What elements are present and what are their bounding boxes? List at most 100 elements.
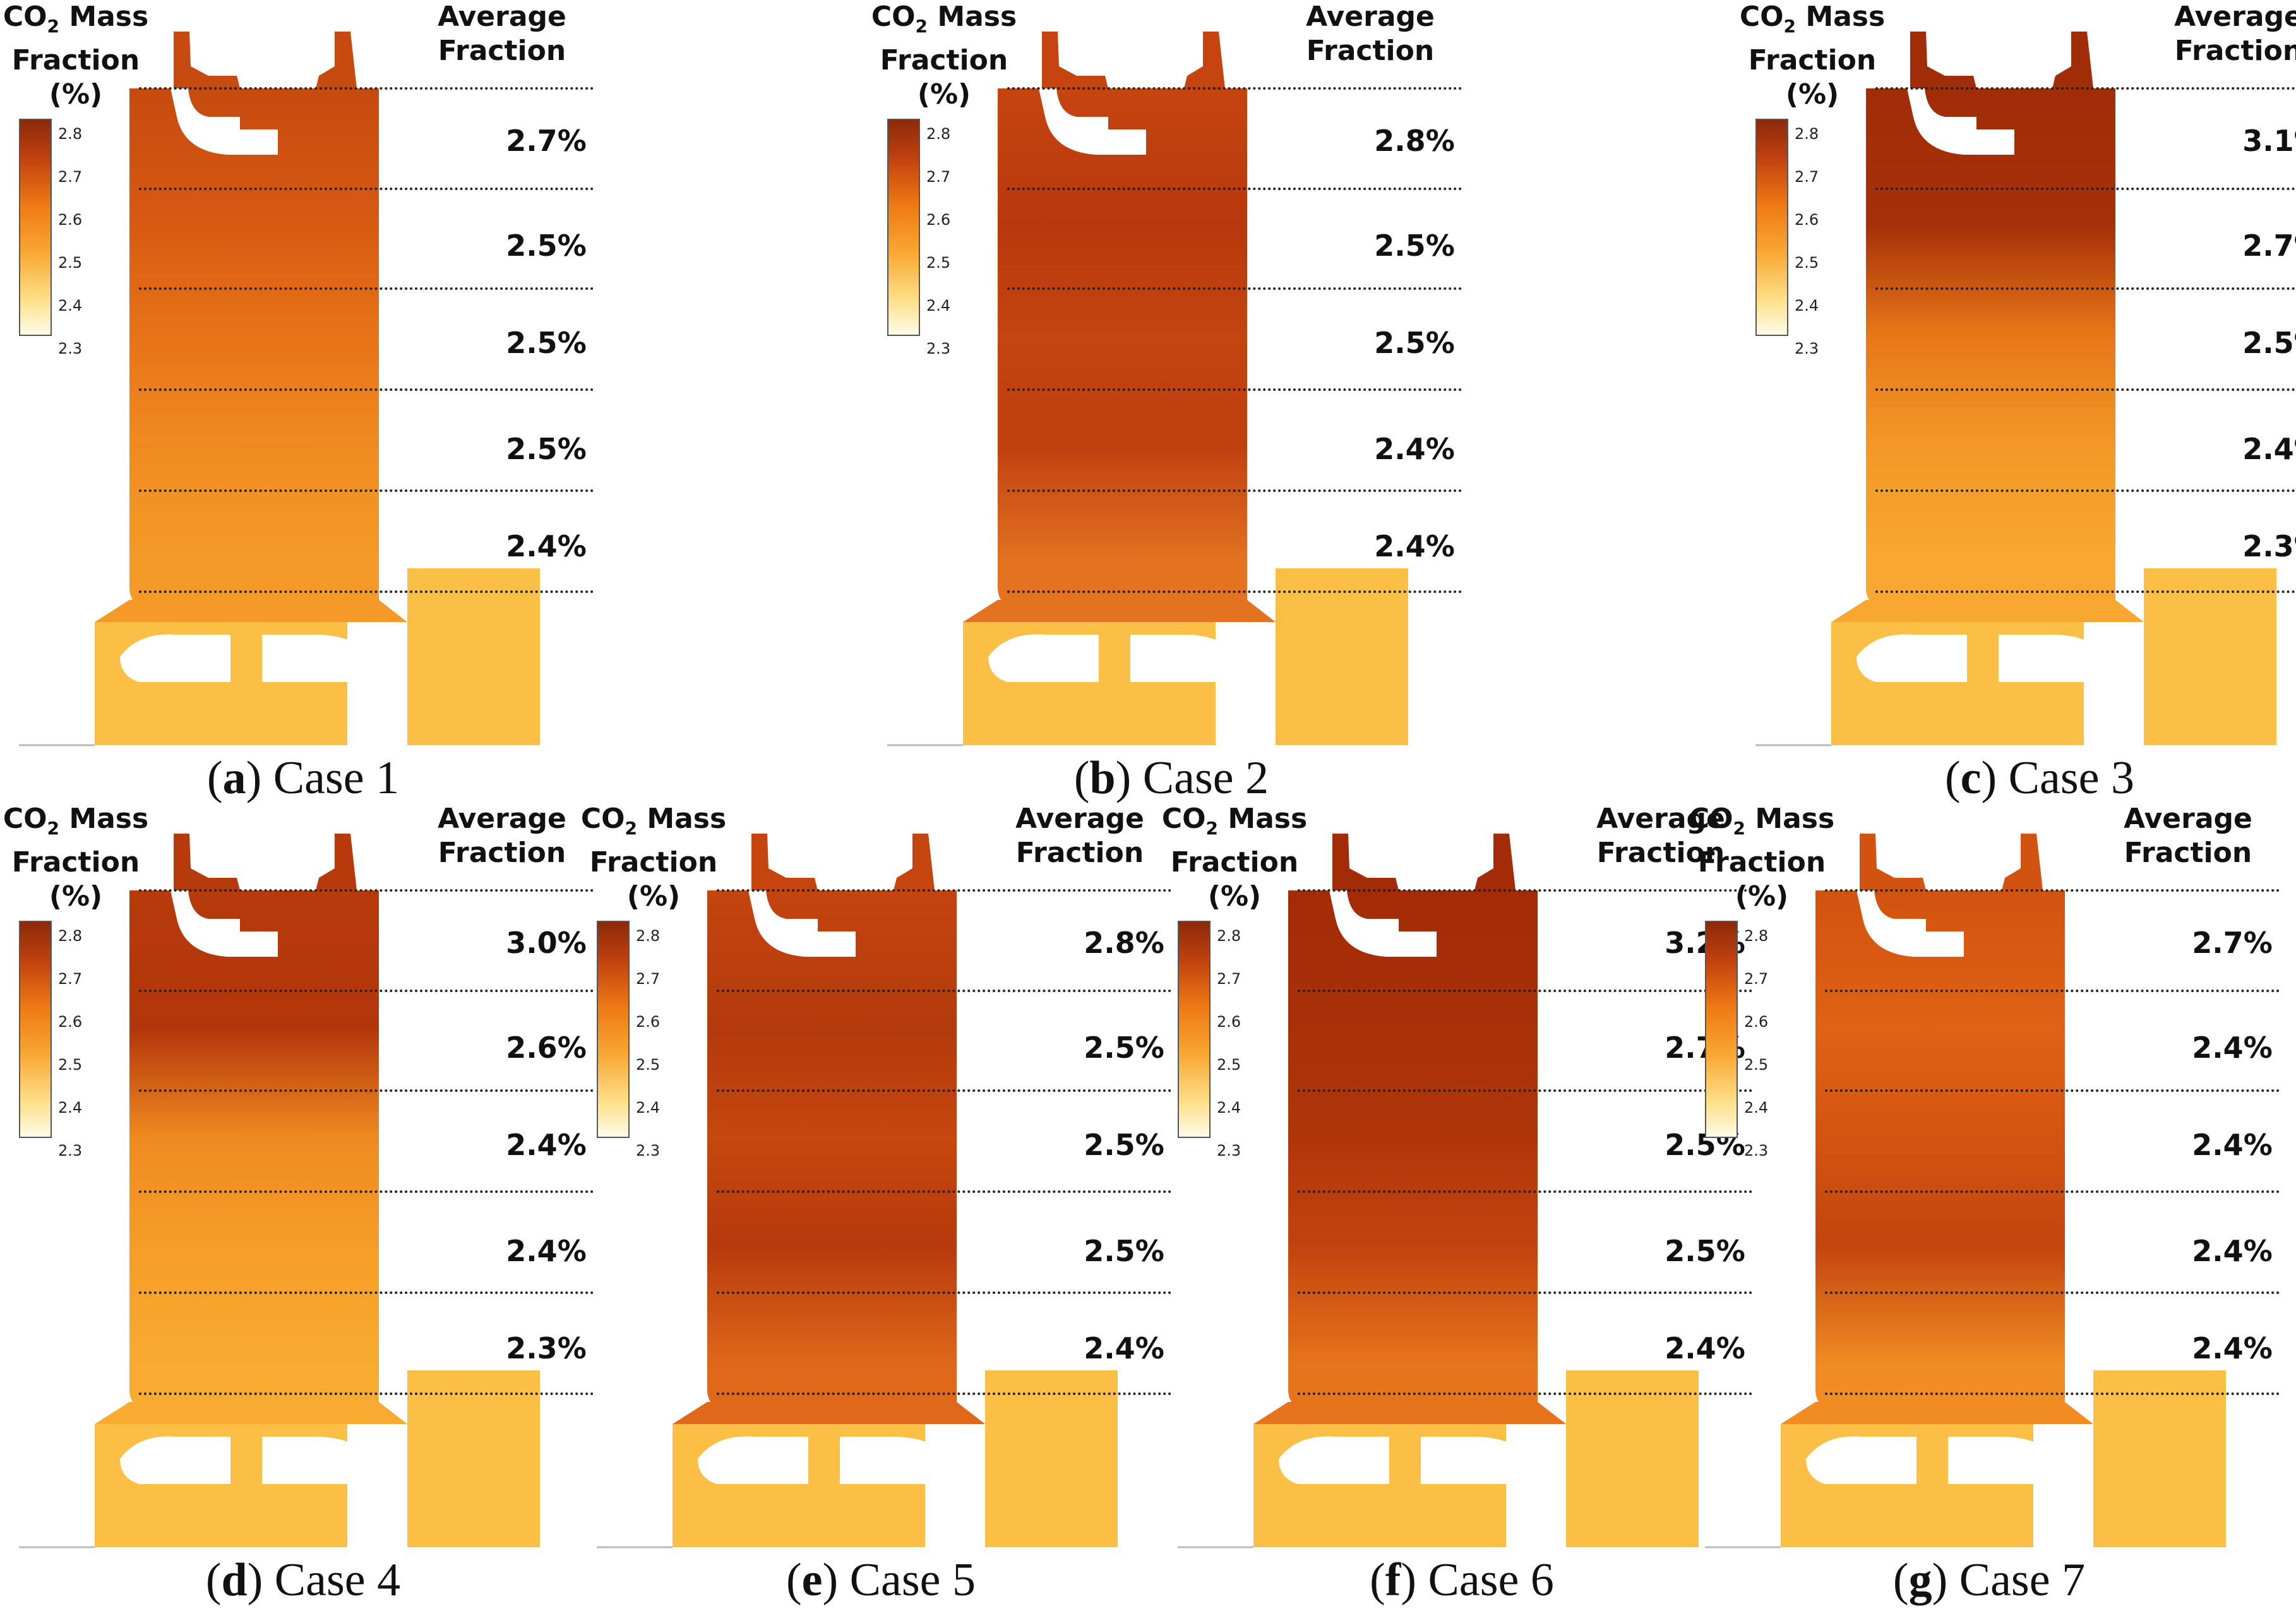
zone-divider bbox=[1298, 1291, 1752, 1294]
zone-average-value: 2.5% bbox=[2242, 326, 2296, 360]
outlet-region bbox=[1276, 568, 1408, 745]
zone-average-value: 2.4% bbox=[1374, 432, 1455, 466]
zone-divider bbox=[1007, 188, 1462, 190]
cylinder-head bbox=[174, 834, 357, 890]
co2-contour-domain bbox=[1178, 834, 1699, 1548]
port-cutout bbox=[1857, 634, 1967, 682]
cylinder-head bbox=[174, 32, 357, 88]
colorbar-tick: 2.5 bbox=[58, 254, 83, 272]
colorbar-tick: 2.7 bbox=[58, 168, 83, 186]
zone-divider bbox=[1007, 590, 1462, 593]
colorbar-tick: 2.6 bbox=[58, 211, 83, 229]
injector-cutout bbox=[1329, 890, 1437, 957]
port-cutout bbox=[698, 1436, 808, 1484]
zone-average-value: 2.5% bbox=[1374, 229, 1455, 263]
zone-average-value: 2.8% bbox=[1084, 926, 1164, 960]
port-cutout bbox=[120, 634, 230, 682]
average-header: Average Fraction bbox=[2124, 803, 2252, 869]
port-cutout bbox=[1130, 635, 1241, 682]
colorbar-tick: 2.6 bbox=[58, 1013, 83, 1031]
legend-title: CO2 Mass Fraction (%) bbox=[3, 803, 149, 913]
skirt bbox=[95, 1402, 407, 1424]
zone-divider bbox=[139, 489, 594, 492]
skirt bbox=[1831, 600, 2144, 622]
legend-title: CO2 Mass Fraction (%) bbox=[1161, 803, 1308, 913]
skirt bbox=[1781, 1402, 2093, 1424]
panel-caption: (f) Case 6 bbox=[1370, 1554, 1554, 1606]
zone-average-value: 2.4% bbox=[2192, 1234, 2273, 1268]
colorbar-tick: 2.5 bbox=[1795, 254, 1819, 272]
colorbar bbox=[1178, 921, 1211, 1138]
colorbar-tick: 2.8 bbox=[1795, 125, 1819, 143]
skirt bbox=[963, 600, 1276, 622]
zone-divider bbox=[1875, 590, 2296, 593]
colorbar-tick: 2.4 bbox=[636, 1099, 661, 1117]
colorbar-tick: 2.4 bbox=[1744, 1099, 1769, 1117]
colorbar-tick: 2.5 bbox=[1744, 1056, 1769, 1074]
zone-divider bbox=[1007, 87, 1462, 90]
outlet-region bbox=[407, 568, 540, 745]
zone-divider bbox=[1875, 87, 2296, 90]
panel-caption: (d) Case 4 bbox=[205, 1554, 401, 1606]
panel-caption: (b) Case 2 bbox=[1073, 752, 1269, 804]
zone-divider bbox=[1298, 1190, 1752, 1193]
zone-divider bbox=[139, 990, 594, 992]
zone-divider bbox=[1825, 889, 2280, 892]
zone-average-value: 2.5% bbox=[506, 326, 587, 360]
outlet-region bbox=[407, 1370, 540, 1547]
panel-case-4: CO2 Mass Fraction (%) Average Fraction 2… bbox=[3, 802, 594, 1606]
panel-case-6: CO2 Mass Fraction (%) Average Fraction 2… bbox=[1162, 802, 1752, 1606]
panel-case-2: CO2 Mass Fraction (%) Average Fraction 2… bbox=[871, 0, 1462, 804]
zone-average-value: 2.4% bbox=[506, 1128, 587, 1162]
zone-divider bbox=[1298, 1392, 1752, 1395]
colorbar-tick: 2.8 bbox=[58, 125, 83, 143]
zone-average-value: 2.3% bbox=[506, 1331, 587, 1365]
port-cutout bbox=[1279, 1436, 1389, 1484]
cylinder-head bbox=[751, 834, 935, 890]
colorbar-tick: 2.8 bbox=[1217, 927, 1241, 945]
colorbar-tick: 2.6 bbox=[1217, 1013, 1241, 1031]
zone-divider bbox=[1007, 287, 1462, 290]
zone-divider bbox=[139, 889, 594, 892]
colorbar-tick: 2.7 bbox=[926, 168, 951, 186]
cylinder-body bbox=[129, 865, 379, 1408]
legend-title: CO2 Mass Fraction (%) bbox=[580, 803, 727, 913]
zone-divider bbox=[139, 287, 594, 290]
colorbar-tick: 2.5 bbox=[926, 254, 951, 272]
zone-divider bbox=[717, 1190, 1171, 1193]
skirt bbox=[95, 600, 407, 622]
zone-average-value: 2.5% bbox=[1084, 1234, 1164, 1268]
colorbar-tick: 2.5 bbox=[1217, 1056, 1241, 1074]
colorbar-tick: 2.7 bbox=[1744, 970, 1769, 988]
cylinder-body bbox=[129, 63, 379, 606]
injector-cutout bbox=[170, 890, 278, 957]
zone-divider bbox=[1298, 1089, 1752, 1092]
co2-contour-domain bbox=[1755, 32, 2276, 746]
outlet-region bbox=[985, 1370, 1118, 1547]
zone-average-value: 2.8% bbox=[1374, 124, 1455, 158]
injector-cutout bbox=[748, 890, 856, 957]
colorbar-tick: 2.6 bbox=[1795, 211, 1819, 229]
zone-average-value: 2.4% bbox=[506, 529, 587, 563]
cylinder-body bbox=[1866, 63, 2115, 606]
zone-divider bbox=[1825, 1291, 2280, 1294]
port-cutout bbox=[840, 1437, 950, 1484]
outlet-region bbox=[2093, 1370, 2226, 1547]
injector-cutout bbox=[1039, 88, 1146, 155]
zone-average-value: 2.5% bbox=[506, 229, 587, 263]
injector-cutout bbox=[1857, 890, 1964, 957]
zone-average-value: 2.4% bbox=[2242, 432, 2296, 466]
colorbar-tick: 2.6 bbox=[636, 1013, 661, 1031]
port-cutout bbox=[1999, 635, 2109, 682]
cylinder-body bbox=[707, 865, 957, 1408]
zone-average-value: 2.4% bbox=[506, 1234, 587, 1268]
legend-title: CO2 Mass Fraction (%) bbox=[3, 1, 149, 111]
average-header: Average Fraction bbox=[1015, 803, 1144, 869]
zone-divider bbox=[1298, 990, 1752, 992]
colorbar-tick: 2.4 bbox=[926, 297, 951, 314]
colorbar-tick: 2.4 bbox=[58, 1099, 83, 1117]
zone-divider bbox=[717, 1392, 1171, 1395]
colorbar-tick: 2.3 bbox=[58, 1142, 83, 1159]
cylinder-head bbox=[1042, 32, 1225, 88]
co2-contour-domain bbox=[19, 32, 540, 746]
